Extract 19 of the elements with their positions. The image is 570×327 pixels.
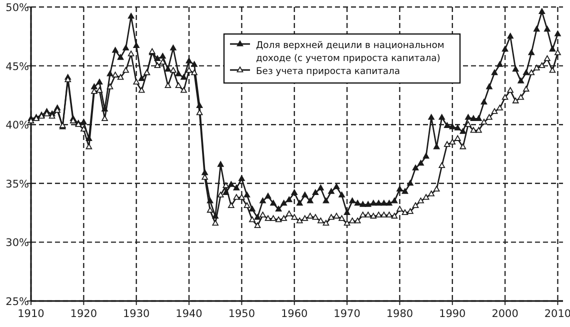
x-tick-label: 1990 [439, 308, 466, 320]
y-tick-label: 45% [6, 60, 30, 73]
x-tick-label: 1980 [386, 308, 414, 320]
x-tick-label: 1920 [70, 308, 98, 320]
y-tick-label: 40% [6, 120, 30, 132]
x-tick-label: 1950 [228, 308, 256, 320]
y-tick-label: 35% [6, 178, 30, 190]
legend-label: Без учета прироста капитала [256, 66, 400, 77]
x-tick-label: 1910 [18, 308, 44, 320]
y-tick-label: 25% [6, 296, 30, 308]
x-tick-label: 1960 [281, 308, 308, 320]
legend-label: Доля верхней децили в национальном доходе (с учетом прироста капитала) [256, 40, 444, 64]
x-tick-label: 2010 [544, 308, 570, 320]
x-tick-label: 2000 [492, 308, 518, 320]
x-tick-label: 1970 [334, 308, 360, 320]
y-tick-label: 50% [6, 2, 30, 14]
y-tick-label: 30% [6, 237, 30, 250]
x-tick-label: 1930 [122, 308, 150, 320]
x-tick-label: 1940 [176, 308, 202, 320]
